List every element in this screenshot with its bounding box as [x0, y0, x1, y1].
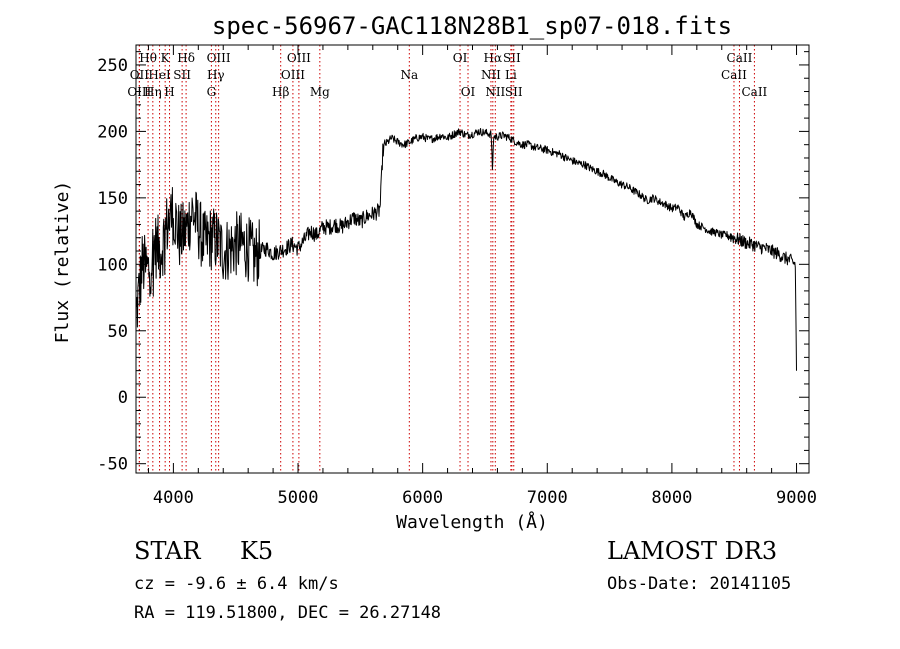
line-marker-label: NII: [481, 68, 501, 82]
x-tick-label: 6000: [402, 488, 443, 508]
object-subclass: K5: [240, 537, 274, 565]
line-marker-label: OIII: [207, 51, 231, 65]
y-tick-label: 0: [118, 388, 128, 408]
line-marker-label: HeI: [148, 68, 171, 82]
line-marker-label: CaII: [727, 51, 753, 65]
y-tick-label: 150: [97, 189, 128, 209]
line-marker-label: Hγ: [207, 68, 225, 82]
line-marker-label: OIII: [287, 51, 311, 65]
axes: 4000 5000 6000 7000 8000 9000 -50 0 50 100 150 200 2…: [97, 45, 817, 508]
plot-frame: [135, 44, 810, 474]
line-marker-label: NII: [485, 85, 505, 99]
line-marker-label: CaII: [721, 68, 747, 82]
x-tick-label: 4000: [153, 488, 194, 508]
line-marker-label: Li: [505, 68, 517, 82]
chart-title: spec-56967-GAC118N28B1_sp07-018.fits: [212, 12, 732, 40]
line-marker-label: G: [207, 85, 217, 99]
y-tick-label: 50: [108, 322, 128, 342]
x-tick-label: 8000: [651, 488, 692, 508]
spectrum-line: [135, 128, 797, 371]
line-marker-label: SII: [503, 51, 521, 65]
spectrum-layer: [135, 128, 797, 371]
x-tick-label: 5000: [278, 488, 319, 508]
line-marker-label: SII: [505, 85, 523, 99]
line-marker-label: Hβ: [272, 85, 289, 99]
line-marker-label: Hα: [484, 51, 503, 65]
line-marker-label: SII: [173, 68, 191, 82]
line-marker-label: CaII: [741, 85, 767, 99]
line-marker-label: Mg: [310, 85, 330, 99]
y-tick-label: 250: [97, 56, 128, 76]
redshift-cz: cz = -9.6 ± 6.4 km/s: [134, 574, 339, 594]
line-marker-label: Hθ: [139, 51, 157, 65]
line-marker-label: H: [164, 85, 174, 99]
x-tick-label: 9000: [776, 488, 817, 508]
line-marker-label: OI: [453, 51, 468, 65]
line-marker-label: OI: [461, 85, 476, 99]
survey-name: LAMOST DR3: [607, 537, 778, 565]
line-marker-label: K: [161, 51, 171, 65]
x-axis-label: Wavelength (Å): [396, 511, 548, 533]
y-axis-label: Flux (relative): [52, 181, 73, 344]
line-marker-label: Hδ: [177, 51, 195, 65]
line-marker-label: OIII: [281, 68, 305, 82]
line-marker-label: Na: [400, 68, 418, 82]
y-tick-label: 100: [97, 255, 128, 275]
y-tick-label: -50: [97, 455, 128, 475]
observation-date: Obs-Date: 20141105: [607, 574, 792, 594]
ra-dec-coordinates: RA = 119.51800, DEC = 26.27148: [134, 603, 442, 623]
y-tick-label: 200: [97, 122, 128, 142]
x-tick-label: 7000: [527, 488, 568, 508]
line-marker-label: Hη: [144, 85, 162, 99]
object-class: STAR: [134, 537, 201, 565]
line-marker-label: OII: [130, 68, 150, 82]
